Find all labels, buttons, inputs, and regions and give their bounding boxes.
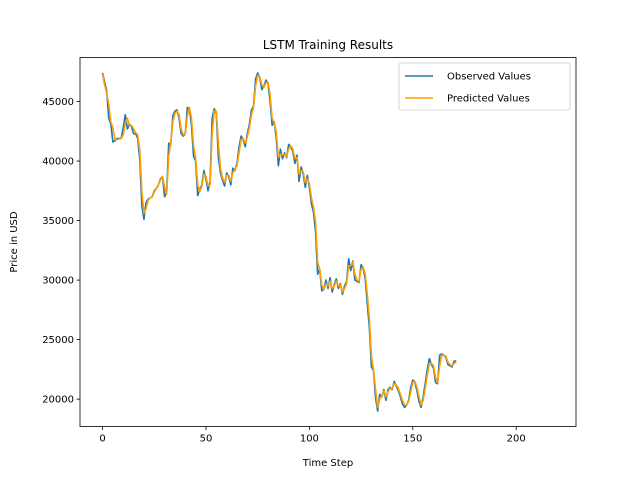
x-axis-label: Time Step: [302, 458, 353, 469]
legend-label-1: Observed Values: [447, 72, 531, 83]
x-tick-label: 150: [403, 434, 422, 445]
x-tick-label: 100: [300, 434, 319, 445]
y-tick-label: 35000: [42, 216, 74, 227]
x-tick-label: 50: [200, 434, 213, 445]
y-tick-label: 45000: [42, 97, 74, 108]
y-tick-label: 30000: [42, 276, 74, 287]
y-tick-label: 25000: [42, 335, 74, 346]
x-axis: 0 50 100 150 200: [99, 426, 526, 445]
chart-title: LSTM Training Results: [263, 38, 393, 52]
y-axis: 20000 25000 30000 35000 40000 45000: [42, 97, 80, 406]
legend-box: [398, 62, 571, 111]
x-tick-label: 0: [99, 434, 105, 445]
y-tick-label: 20000: [42, 395, 74, 406]
series-line-1: [101, 72, 457, 412]
x-tick-label: 200: [507, 434, 526, 445]
series-line-2: [101, 74, 457, 409]
plot-frame: [79, 57, 577, 427]
legend: Observed Values Predicted Values: [398, 62, 571, 111]
y-tick-label: 40000: [42, 157, 74, 168]
legend-label-2: Predicted Values: [447, 94, 530, 105]
plot-lines: [101, 72, 457, 412]
y-axis-label: Price in USD: [9, 211, 20, 273]
